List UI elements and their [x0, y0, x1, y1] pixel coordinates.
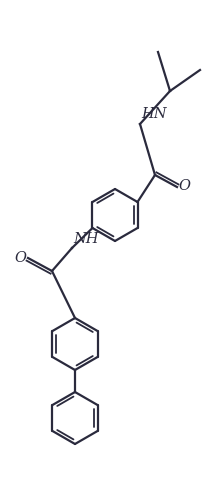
Text: O: O	[14, 251, 26, 265]
Text: HN: HN	[141, 107, 167, 121]
Text: O: O	[178, 179, 190, 193]
Text: NH: NH	[73, 232, 99, 246]
